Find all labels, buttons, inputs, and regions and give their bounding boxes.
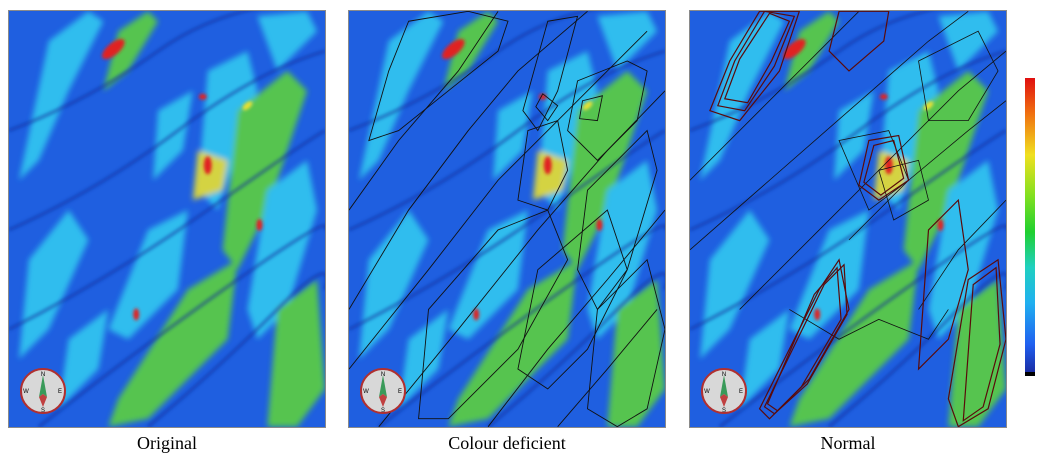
compass-east-label: E (398, 389, 402, 395)
caption-normal: Normal (820, 433, 876, 453)
map-panel-normal: N S W E (689, 10, 1007, 428)
color-scale-bar (1025, 78, 1035, 374)
compass-east-label: E (739, 389, 743, 395)
compass-south-label: S (381, 408, 385, 414)
compass-icon: N S W E (360, 368, 406, 414)
seismic-attribute-map-colour-deficient (349, 11, 665, 427)
color-scale-bar-end (1025, 372, 1035, 376)
seismic-attribute-map-original (9, 11, 325, 427)
caption-original: Original (137, 433, 197, 453)
compass-north-label: N (381, 372, 385, 378)
map-panel-original: N S W E (8, 10, 326, 428)
compass-icon: N S W E (701, 368, 747, 414)
compass-west-label: W (363, 389, 369, 395)
seismic-attribute-map-normal (690, 11, 1006, 427)
compass-south-label: S (41, 408, 45, 414)
compass-icon: N S W E (20, 368, 66, 414)
fault-interpretation-lines (349, 11, 665, 427)
compass-north-label: N (41, 372, 45, 378)
map-panel-colour-deficient: N S W E (348, 10, 666, 428)
compass-west-label: W (704, 389, 710, 395)
compass-north-label: N (722, 372, 726, 378)
compass-west-label: W (23, 389, 29, 395)
caption-colour-deficient: Colour deficient (448, 433, 566, 453)
fault-interpretation-lines (690, 11, 1006, 340)
high-density-fault-lines (709, 11, 1006, 427)
compass-east-label: E (58, 389, 62, 395)
compass-south-label: S (722, 408, 726, 414)
